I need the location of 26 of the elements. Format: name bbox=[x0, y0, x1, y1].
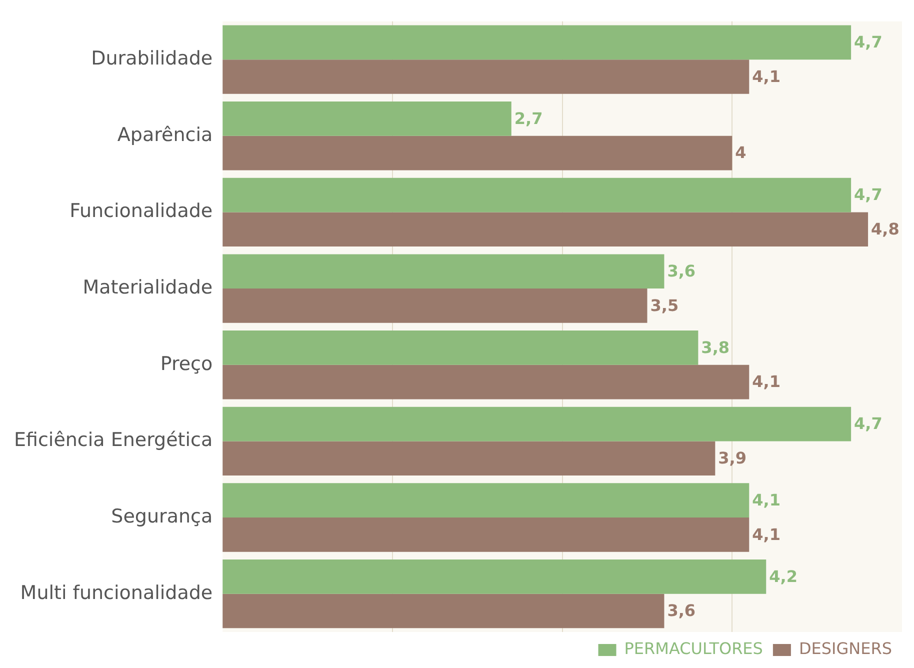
y-tick-label: Durabilidade bbox=[91, 48, 213, 70]
y-tick-label: Multi funcionalidade bbox=[20, 582, 213, 604]
data-label: 3,9 bbox=[718, 448, 747, 468]
data-label: 4,7 bbox=[854, 414, 882, 434]
y-tick-label: Funcionalidade bbox=[70, 200, 213, 222]
data-label: 4,8 bbox=[871, 220, 900, 239]
y-tick-label: Eficiência Energética bbox=[14, 429, 213, 452]
y-tick-label: Segurança bbox=[111, 505, 213, 528]
data-label: 3,5 bbox=[650, 296, 679, 315]
data-label: 4 bbox=[735, 143, 746, 162]
data-label: 3,6 bbox=[667, 601, 696, 620]
legend-label: DESIGNERS bbox=[798, 639, 892, 658]
data-label: 4,1 bbox=[752, 66, 780, 86]
data-label: 4,7 bbox=[854, 185, 882, 204]
data-label: 4,1 bbox=[752, 490, 780, 510]
y-tick-label: Aparência bbox=[117, 124, 213, 146]
data-label: 4,2 bbox=[769, 566, 798, 586]
data-label: 4,1 bbox=[752, 524, 780, 544]
y-tick-label: Materialidade bbox=[82, 276, 213, 298]
data-label: 2,7 bbox=[514, 108, 543, 128]
y-tick-label: Preço bbox=[160, 352, 213, 375]
data-label: 3,6 bbox=[667, 262, 696, 281]
data-label: 4,7 bbox=[854, 32, 882, 52]
data-label: 3,8 bbox=[701, 338, 730, 357]
legend-label: PERMACULTORES bbox=[624, 639, 763, 658]
data-label: 4,1 bbox=[752, 372, 780, 392]
